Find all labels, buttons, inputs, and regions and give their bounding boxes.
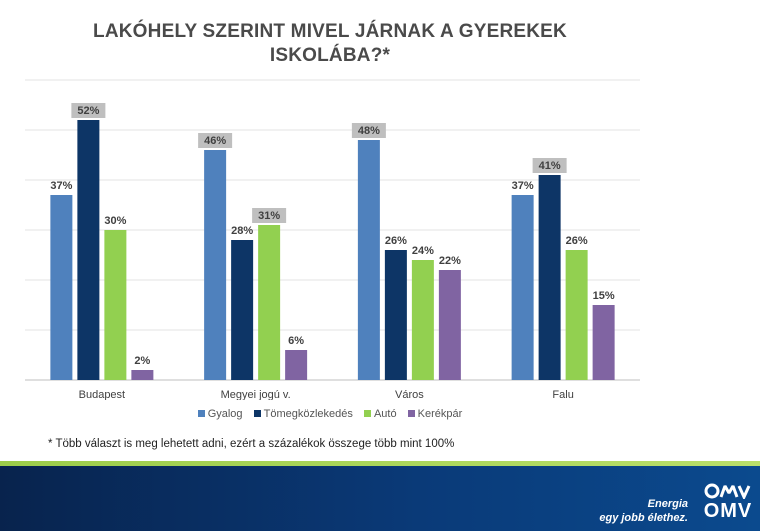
bar — [538, 175, 561, 380]
bar — [438, 270, 461, 380]
legend-item-tomegkozlekedes: Tömegközlekedés — [253, 408, 353, 420]
data-label-highlight — [351, 123, 386, 138]
footer-accent-strip — [0, 461, 760, 466]
chart-title-line-2: ISKOLÁBA?* — [269, 45, 391, 66]
legend-swatch — [253, 410, 261, 417]
chart-title-line-1: LAKÓHELY SZERINT MIVEL JÁRNAK A GYEREKEK — [93, 21, 567, 42]
category-label: Falu — [552, 389, 573, 400]
chart-title: LAKÓHELY SZERINT MIVEL JÁRNAK A GYEREKEK… — [0, 20, 660, 68]
bar — [131, 370, 154, 380]
data-label: 26% — [566, 235, 588, 247]
bar — [384, 250, 407, 380]
bar — [411, 260, 434, 380]
bar — [565, 250, 588, 380]
legend-label: Gyalog — [207, 408, 243, 420]
bar — [511, 195, 534, 380]
data-label: 31% — [258, 210, 280, 222]
legend-label: Tömegközlekedés — [263, 408, 353, 420]
footer-slogan: Energia egy jobb élethez. — [599, 497, 688, 525]
bar — [77, 120, 100, 380]
category-label: Város — [395, 389, 424, 400]
legend-label: Kerékpár — [417, 408, 463, 420]
data-label: 26% — [385, 235, 407, 247]
legend-swatch — [363, 410, 371, 417]
data-label: 15% — [593, 290, 615, 302]
bar — [104, 230, 127, 380]
legend-item-gyalog: Gyalog — [197, 408, 243, 420]
data-label: 46% — [204, 135, 226, 147]
legend-swatch — [407, 410, 415, 417]
data-label: 6% — [288, 335, 304, 347]
legend-item-kerekpar: Kerékpár — [407, 408, 463, 420]
omv-logo-icon — [704, 483, 751, 499]
bar-chart: 37% 52% 30% 2% Budapest 46% 28% 31% 6% Megyei jog… — [25, 79, 640, 400]
category-label: Budapest — [79, 389, 125, 400]
footer-bar — [0, 466, 760, 531]
data-label-highlight — [71, 103, 106, 118]
slogan-line-1: Energia — [647, 498, 688, 510]
slogan-line-2: egy jobb élethez. — [599, 512, 688, 524]
data-label: 2% — [134, 355, 150, 367]
bar — [592, 305, 615, 380]
data-label: 48% — [358, 125, 380, 137]
data-label: 52% — [77, 105, 99, 117]
data-label: 30% — [104, 215, 126, 227]
bar — [204, 150, 227, 380]
data-label: 41% — [539, 160, 561, 172]
bar — [357, 140, 380, 380]
data-label: 37% — [512, 180, 534, 192]
bar — [231, 240, 254, 380]
brand-name: OMV — [703, 500, 753, 522]
bar — [50, 195, 73, 380]
legend-item-auto: Autó — [363, 408, 397, 420]
data-label-highlight — [198, 133, 233, 148]
bar — [285, 350, 308, 380]
legend-swatch — [197, 410, 205, 417]
data-label: 37% — [50, 180, 72, 192]
bar — [258, 225, 281, 380]
footnote: * Több választ is meg lehetett adni, ezé… — [48, 438, 455, 450]
data-label-highlight — [252, 208, 287, 223]
category-label: Megyei jogú v. — [221, 389, 291, 400]
legend-label: Autó — [373, 408, 397, 420]
data-label-highlight — [532, 158, 567, 173]
chart-legend: Gyalog Tömegközlekedés Autó Kerékpár — [0, 408, 660, 420]
data-label: 28% — [231, 225, 253, 237]
data-label: 22% — [439, 255, 461, 267]
data-label: 24% — [412, 245, 434, 257]
